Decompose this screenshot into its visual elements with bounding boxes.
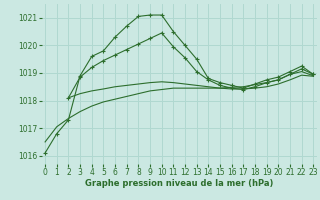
X-axis label: Graphe pression niveau de la mer (hPa): Graphe pression niveau de la mer (hPa) [85,179,273,188]
